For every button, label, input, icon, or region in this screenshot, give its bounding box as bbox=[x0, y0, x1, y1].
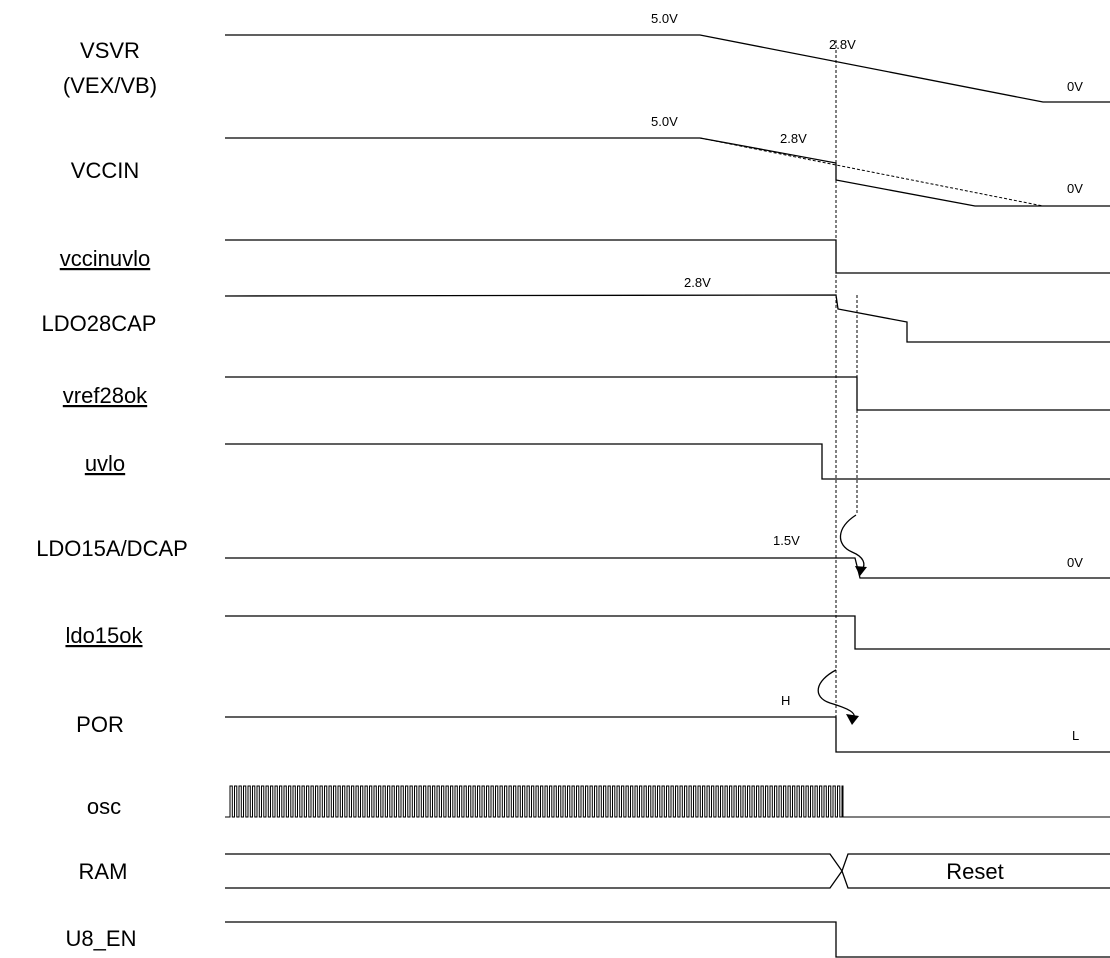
value-label-por-low: L bbox=[1072, 728, 1079, 743]
value-label-ldo28: 2.8V bbox=[684, 275, 711, 290]
signal-label-ldo28cap: LDO28CAP bbox=[42, 311, 157, 336]
waveform-vccinuvlo bbox=[225, 239, 1110, 274]
value-label-vsvr-mid: 2.8V bbox=[829, 37, 856, 52]
value-label-ldo15-end: 0V bbox=[1067, 555, 1083, 570]
signal-label-vsvr-sub: (VEX/VB) bbox=[63, 73, 157, 98]
signal-label-por: POR bbox=[76, 712, 124, 737]
waveform-osc bbox=[225, 785, 1110, 818]
signal-label-vsvr: VSVR bbox=[80, 38, 140, 63]
osc-clock-train bbox=[225, 785, 1110, 818]
value-label-vccin-mid: 2.8V bbox=[780, 131, 807, 146]
waveform-ldo15adcap bbox=[225, 557, 1110, 579]
value-label-vsvr-start: 5.0V bbox=[651, 11, 678, 26]
value-label-vsvr-end: 0V bbox=[1067, 79, 1083, 94]
waveform-vsvr bbox=[225, 34, 1110, 103]
signal-label-ldo15adcap: LDO15A/DCAP bbox=[36, 536, 188, 561]
signal-label-osc: osc bbox=[87, 794, 121, 819]
waveform-ldo28cap bbox=[224, 294, 1110, 343]
signal-label-ram: RAM bbox=[79, 859, 128, 884]
waveform-vccin bbox=[225, 137, 1110, 207]
waveform-ldo15ok bbox=[225, 615, 1110, 650]
signal-label-u8en: U8_EN bbox=[66, 926, 137, 951]
waveform-vccin-reference bbox=[225, 137, 1110, 207]
value-label-vccin-end: 0V bbox=[1067, 181, 1083, 196]
waveform-por bbox=[225, 716, 1110, 753]
signal-label-vccin: VCCIN bbox=[71, 158, 139, 183]
signal-label-ldo15ok: ldo15ok bbox=[65, 623, 143, 648]
signal-label-vccinuvlo: vccinuvlo bbox=[60, 246, 150, 271]
signal-label-vref28ok: vref28ok bbox=[63, 383, 148, 408]
causal-arrow-por bbox=[817, 669, 856, 719]
arrowhead-por bbox=[846, 714, 859, 725]
value-label-ldo15: 1.5V bbox=[773, 533, 800, 548]
causal-arrow-ldo15 bbox=[839, 514, 865, 571]
signal-label-uvlo: uvlo bbox=[85, 451, 125, 476]
value-label-vccin-start: 5.0V bbox=[651, 114, 678, 129]
waveform-uvlo bbox=[225, 443, 1110, 480]
waveform-vref28ok bbox=[225, 376, 1110, 411]
value-label-por-high: H bbox=[781, 693, 790, 708]
arrowhead-ldo15 bbox=[855, 566, 867, 576]
waveform-ram-bottom bbox=[225, 869, 1110, 889]
waveform-u8en bbox=[225, 921, 1110, 958]
ram-state-reset: Reset bbox=[946, 859, 1003, 884]
